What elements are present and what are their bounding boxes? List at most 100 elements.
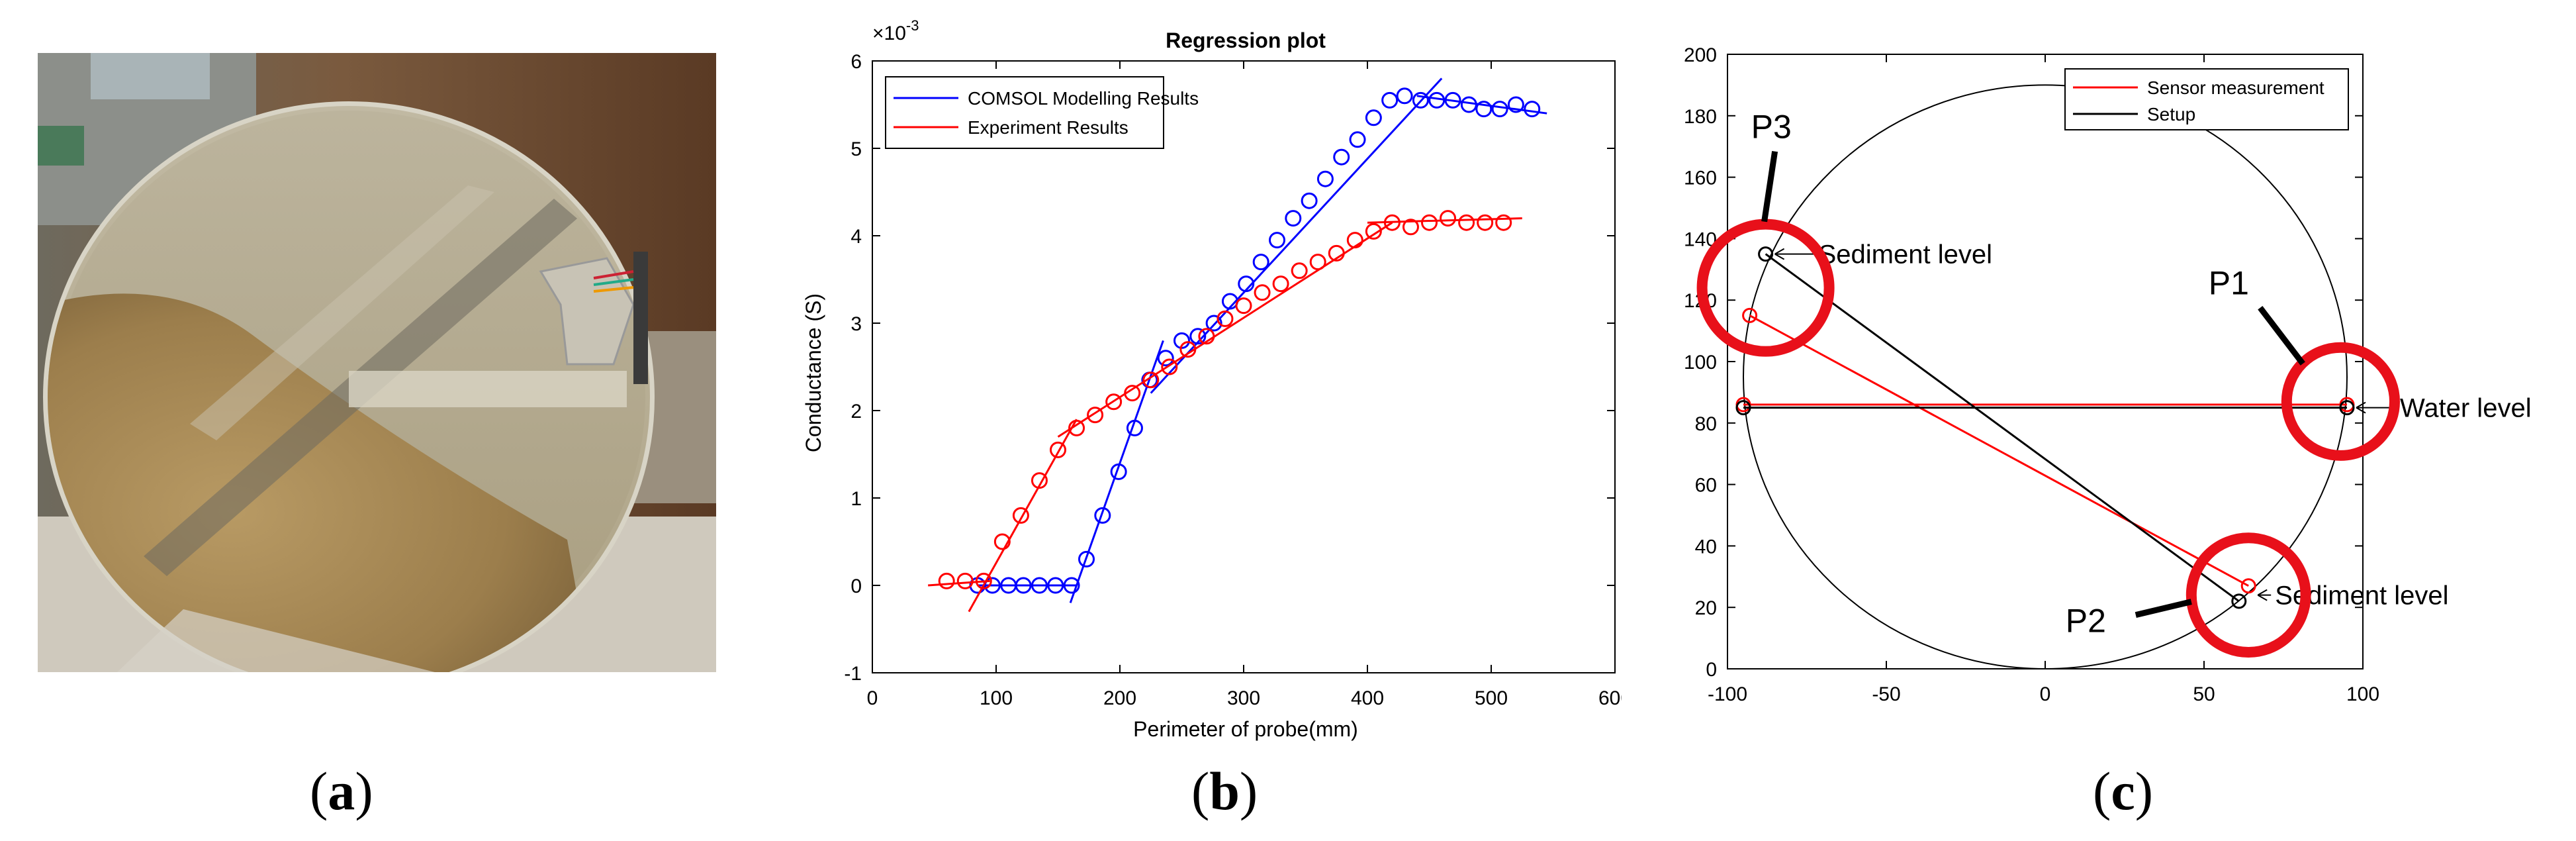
- label-letter: b: [1209, 761, 1240, 821]
- series-line-setup: [1765, 253, 2240, 603]
- data-point-comsol: [1047, 577, 1064, 594]
- plot-area: [1727, 54, 2364, 669]
- data-point-experiment: [1383, 214, 1401, 231]
- fit-line-experiment: [968, 419, 1078, 613]
- data-point-comsol: [1444, 91, 1461, 109]
- data-point-experiment: [1012, 507, 1029, 524]
- x-tick-label: 500: [1475, 687, 1508, 709]
- x-tick-label: 0: [867, 687, 878, 709]
- y-tick-label: 5: [851, 138, 862, 160]
- legend-label-comsol: COMSOL Modelling Results: [968, 88, 1199, 109]
- data-point-experiment: [1142, 371, 1160, 389]
- data-point-setup: [1735, 400, 1751, 416]
- data-point-experiment: [1050, 441, 1066, 458]
- data-point-comsol: [1475, 101, 1493, 118]
- data-point-experiment: [1068, 419, 1085, 436]
- pipe-circle: [1743, 84, 2348, 669]
- data-point-comsol: [1365, 109, 1382, 126]
- x-tick-label: 300: [1227, 687, 1260, 709]
- data-point-experiment: [1272, 275, 1289, 293]
- data-point-comsol: [1507, 96, 1524, 113]
- data-point-comsol: [1316, 170, 1334, 187]
- data-point-experiment: [1402, 219, 1419, 236]
- x-tick-label: -100: [1708, 683, 1747, 705]
- highlight-ring: [2281, 342, 2401, 461]
- x-tick-label: -50: [1872, 683, 1900, 705]
- pipe-cross-section-chart: -100 -50 0 50 100020406080100120140160180200…: [1684, 44, 2532, 705]
- data-point-comsol: [1189, 328, 1207, 345]
- data-point-experiment: [1161, 358, 1178, 375]
- y-tick-label: 100: [1684, 352, 1717, 373]
- data-point-comsol: [1157, 350, 1174, 367]
- legend: COMSOL Modelling Results Experiment Resu…: [885, 76, 1199, 149]
- x-tick-label: 0: [2040, 683, 2051, 705]
- annotation-label: Sediment level: [1819, 240, 1992, 270]
- fit-line-comsol: [1150, 77, 1443, 394]
- data-point-experiment: [1235, 297, 1252, 315]
- y-tick-label: 20: [1695, 597, 1717, 619]
- label-paren-close: ): [355, 761, 373, 821]
- y-tick-label: 3: [851, 313, 862, 335]
- legend-label-sensor: Sensor measurement: [2147, 77, 2324, 98]
- y-tick-label: 40: [1695, 536, 1717, 558]
- svg-text:×10-3: ×10-3: [872, 17, 919, 44]
- y-tick-label: 180: [1684, 106, 1717, 128]
- data-point-experiment: [1179, 341, 1197, 358]
- fit-line-comsol: [1069, 340, 1164, 603]
- data-point-comsol: [1238, 275, 1255, 293]
- data-point-setup: [2339, 400, 2355, 416]
- x-axis-label: Perimeter of probe(mm): [1133, 717, 1358, 741]
- y-tick-label: 200: [1684, 44, 1717, 66]
- data-point-comsol: [1428, 91, 1446, 109]
- data-point-setup: [2231, 593, 2247, 609]
- x-tick-label: 50: [2193, 683, 2215, 705]
- label-paren-open: (: [2093, 761, 2111, 821]
- y-tick-label: 0: [851, 575, 862, 597]
- data-point-comsol: [1015, 577, 1032, 594]
- data-point-comsol: [1491, 101, 1508, 118]
- data-point-experiment: [1346, 232, 1363, 249]
- data-point-experiment: [1309, 254, 1326, 271]
- data-point-comsol: [1412, 91, 1429, 109]
- label-paren-close: ): [1239, 761, 1258, 821]
- data-point-comsol: [1126, 419, 1143, 436]
- data-point-experiment: [1458, 214, 1475, 231]
- highlight-label: P1: [2209, 265, 2249, 302]
- data-point-comsol: [1205, 315, 1222, 332]
- label-letter: a: [328, 761, 355, 821]
- data-point-comsol: [1285, 210, 1302, 227]
- data-point-comsol: [1381, 91, 1399, 109]
- panel-label-a: (a): [310, 760, 373, 822]
- y-tick-label: 160: [1684, 168, 1717, 189]
- y-exponent-label: ×10-3: [872, 17, 919, 44]
- regression-plot-chart: Regression plot ×10-3 0 100 200 300 400 500 60…: [802, 17, 1622, 741]
- highlight-label: P2: [2066, 603, 2106, 640]
- data-point-comsol: [1301, 192, 1318, 209]
- data-point-experiment: [1124, 385, 1141, 402]
- label-paren-open: (: [1191, 761, 1210, 821]
- highlight-ring: [1696, 219, 1835, 357]
- y-axis-label: Conductance (S): [802, 293, 825, 452]
- highlight-label: P3: [1751, 109, 1792, 146]
- sediment-tank-photo: [38, 53, 716, 672]
- data-point-experiment: [1365, 223, 1382, 240]
- y-tick-label: 6: [851, 51, 862, 73]
- panel-label-c: (c): [2093, 760, 2153, 822]
- data-point-comsol: [1460, 96, 1477, 113]
- y-exponent-power: -3: [906, 17, 919, 34]
- y-tick-label: 2: [851, 401, 862, 422]
- data-point-experiment: [1031, 472, 1048, 489]
- y-tick-label: -1: [844, 663, 862, 685]
- data-point-sensor: [2240, 578, 2256, 594]
- label-paren-open: (: [310, 761, 328, 821]
- highlight-pointer: [2258, 305, 2305, 366]
- data-point-sensor: [1742, 307, 1758, 323]
- chart-title: Regression plot: [1166, 28, 1326, 52]
- data-point-comsol: [1110, 463, 1127, 480]
- legend-label-setup: Setup: [2147, 104, 2195, 124]
- highlight-ring: [2185, 532, 2311, 658]
- legend-label-experiment: Experiment Results: [968, 117, 1128, 138]
- data-point-setup: [1758, 246, 1774, 262]
- y-tick-label: 1: [851, 488, 862, 510]
- data-point-experiment: [1087, 407, 1104, 424]
